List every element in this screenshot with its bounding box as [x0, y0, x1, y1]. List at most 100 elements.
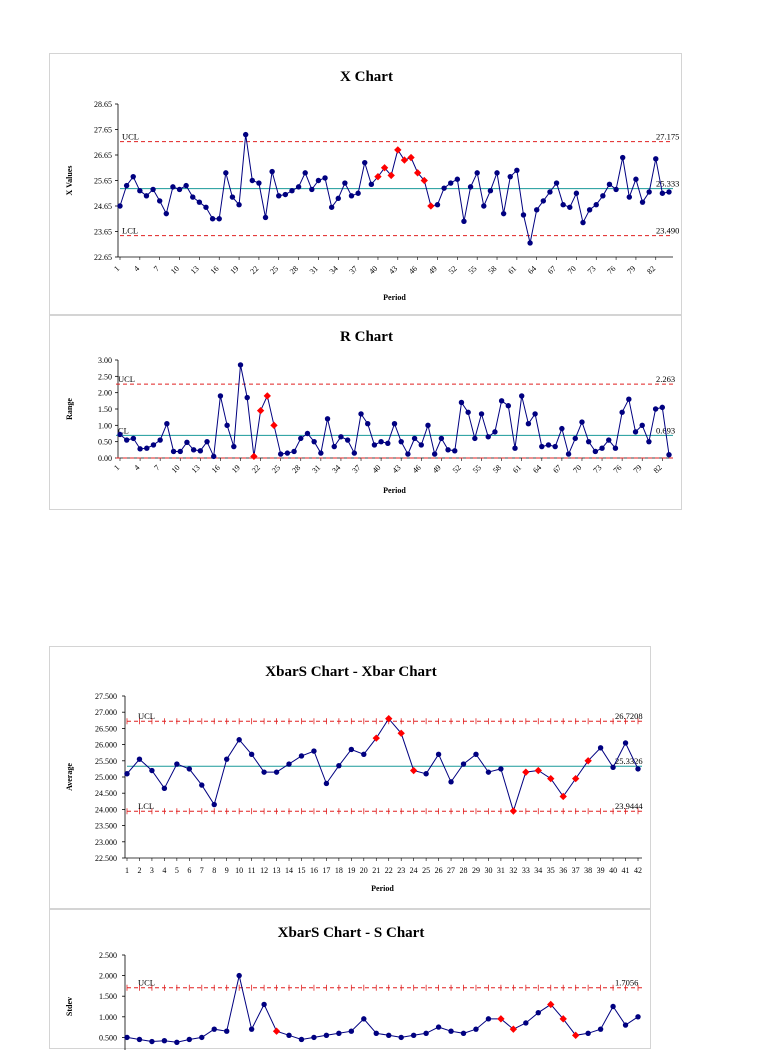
data-point [217, 393, 224, 399]
y-tick-label: 28.65 [94, 100, 112, 109]
data-point [224, 422, 230, 429]
x-tick-label: 19 [228, 264, 240, 276]
data-point [143, 193, 150, 199]
data-point [560, 202, 566, 208]
data-point [385, 440, 391, 446]
data-point [514, 167, 520, 173]
x-tick-label: 31 [497, 866, 505, 875]
data-point [619, 154, 626, 161]
x-tick-label: 25 [422, 866, 430, 875]
x-tick-label: 10 [170, 463, 182, 475]
data-point [209, 216, 216, 222]
data-point [199, 1034, 205, 1041]
data-point [186, 1036, 193, 1043]
x-tick-label: 67 [546, 264, 558, 276]
x-tick-label: 9 [225, 866, 229, 875]
data-point [186, 766, 193, 772]
data-point [600, 193, 606, 199]
data-point [336, 1030, 342, 1036]
data-point [512, 445, 518, 451]
x-tick-label: 58 [491, 463, 503, 475]
data-point [229, 194, 236, 200]
x-tick-label: 55 [467, 264, 479, 276]
x-tick-label: 5 [175, 866, 179, 875]
x-tick-label: 13 [273, 866, 281, 875]
x-axis-title: Period [383, 486, 406, 495]
x-tick-label: 3 [150, 866, 154, 875]
lcl-value: 23.490 [656, 226, 679, 236]
chart-title: R Chart [340, 329, 393, 345]
data-point [423, 771, 429, 777]
x-tick-label: 79 [632, 463, 644, 475]
data-point [361, 1016, 367, 1022]
x-tick-label: 52 [447, 264, 459, 276]
x-tick-label: 22 [248, 264, 260, 276]
data-point [448, 1028, 454, 1034]
y-tick-label: 1.50 [98, 405, 112, 414]
lcl-value: 23.9444 [615, 801, 643, 811]
data-point [659, 190, 666, 196]
data-point [323, 1032, 330, 1039]
data-point [535, 1009, 541, 1016]
x-tick-label: 34 [328, 264, 340, 276]
x-tick-label: 22 [385, 866, 393, 875]
data-point [269, 168, 275, 175]
data-point [286, 761, 292, 767]
data-point [405, 451, 411, 457]
center-value: 25.333 [656, 179, 679, 189]
x-tick-label: 15 [297, 866, 305, 875]
x-tick-label: 12 [260, 866, 268, 875]
x-tick-label: 38 [584, 866, 592, 875]
data-point [302, 170, 308, 176]
x-tick-label: 82 [652, 463, 664, 475]
x-tick-label: 1 [112, 463, 121, 472]
y-tick-label: 23.65 [94, 228, 112, 237]
x-tick-label: 43 [391, 463, 403, 475]
y-tick-label: 0.500 [99, 1033, 117, 1042]
data-point [438, 435, 445, 442]
x-tick-label: 4 [132, 463, 141, 472]
data-point [474, 170, 480, 176]
data-point [150, 442, 157, 448]
data-point [371, 442, 378, 448]
chart-title: XbarS Chart - Xbar Chart [265, 664, 436, 680]
data-point-out-of-control [413, 169, 422, 177]
data-point [344, 437, 351, 443]
data-point [666, 189, 672, 195]
data-point [224, 1028, 230, 1034]
data-point [123, 182, 130, 189]
y-axis-title: X Values [65, 165, 74, 195]
data-point [183, 182, 189, 189]
data-point [211, 1026, 217, 1032]
data-point [539, 443, 545, 450]
x-tick-label: 30 [484, 866, 492, 875]
x-tick-label: 64 [531, 463, 543, 475]
chart-title: X Chart [340, 69, 393, 85]
data-point [149, 767, 155, 774]
data-point [136, 1036, 143, 1043]
data-point [273, 769, 280, 775]
x-tick-label: 61 [511, 463, 523, 475]
x-tick-label: 24 [410, 866, 418, 875]
x-tick-label: 82 [645, 264, 657, 276]
data-point [613, 186, 619, 193]
y-tick-label: 0.00 [98, 454, 112, 463]
x-tick-label: 79 [625, 264, 637, 276]
data-point [619, 409, 625, 415]
data-point [244, 394, 250, 401]
data-point-out-of-control [572, 774, 580, 783]
data-point [199, 782, 205, 788]
data-point [311, 1034, 317, 1041]
data-point-out-of-control [420, 176, 428, 185]
data-point [137, 446, 143, 452]
y-tick-label: 24.65 [94, 202, 112, 211]
data-point-out-of-control [584, 757, 592, 765]
data-point [224, 756, 230, 762]
y-tick-label: 25.65 [94, 177, 112, 186]
x-axis-title: Period [383, 293, 406, 302]
x-tick-label: 49 [431, 463, 443, 475]
series-line [126, 975, 639, 1043]
x-tick-label: 2 [137, 866, 141, 875]
y-axis-title: Stdev [65, 997, 74, 1016]
x-tick-label: 73 [586, 264, 598, 276]
